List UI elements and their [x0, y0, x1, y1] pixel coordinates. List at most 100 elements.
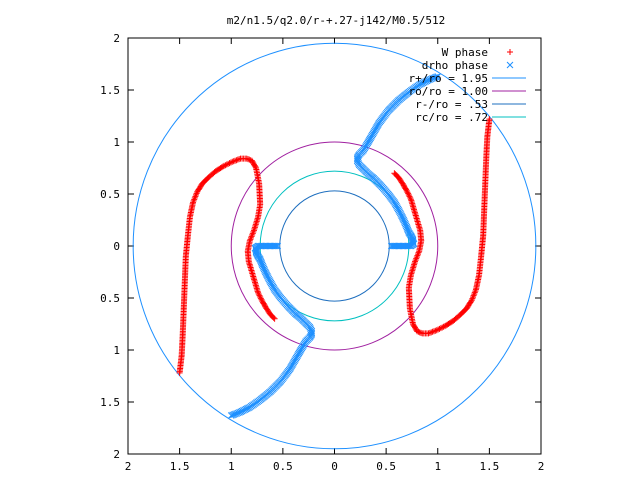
x-tick-label: 0.5 [273, 460, 293, 473]
w-phase-point [433, 327, 440, 334]
w-phase-point [191, 194, 198, 201]
w-phase-point [436, 325, 443, 332]
w-phase-point [419, 330, 426, 337]
w-phase-point [193, 190, 200, 197]
drho-phase-point [387, 242, 395, 250]
w-phase-point [225, 160, 232, 167]
w-phase-point [412, 258, 419, 265]
w-phase-point [249, 231, 256, 238]
w-phase-point [243, 155, 250, 162]
drho-phase-point [271, 242, 279, 250]
w-phase-point [255, 289, 262, 296]
w-phase-point [233, 157, 240, 164]
w-phase-point [413, 254, 420, 261]
x-tick-label: 0 [331, 460, 338, 473]
w-phase-point [430, 328, 437, 335]
y-tick-label: 0.5 [100, 292, 120, 305]
w-phase-point [236, 156, 243, 163]
circle-r+ [132, 42, 537, 450]
legend-label: W phase [442, 46, 488, 59]
x-tick-label: 2 [538, 460, 545, 473]
w-phase-point [405, 192, 412, 199]
x-tick-label: 0.5 [376, 460, 396, 473]
w-phase-point [246, 156, 253, 163]
w-phase-point [226, 160, 233, 167]
w-phase-point [232, 157, 239, 164]
circle-r- [279, 190, 390, 302]
w-phase-point [392, 171, 399, 178]
w-phase-point [472, 288, 479, 295]
x-tick-label: 1 [228, 460, 235, 473]
x-tick-label: 1 [434, 460, 441, 473]
x-tick-label: 1.5 [479, 460, 499, 473]
w-phase-point [412, 257, 419, 264]
w-phase-point [440, 323, 447, 330]
legend-cross-marker [506, 61, 514, 69]
legend-label: drho phase [422, 59, 488, 72]
w-phase-point [219, 163, 226, 170]
w-phase-point [250, 227, 257, 234]
w-phase-point [414, 252, 421, 259]
y-tick-label: 2 [113, 32, 120, 45]
w-phase-point [229, 158, 236, 165]
w-phase-point [250, 228, 257, 235]
legend-label: ro/ro = 1.00 [409, 85, 488, 98]
w-phase-point [441, 323, 448, 330]
w-phase-point [192, 191, 199, 198]
y-tick-label: 2 [113, 448, 120, 461]
w-phase-point [405, 190, 412, 197]
drho-phase-point [390, 242, 398, 250]
w-phase-point [258, 296, 265, 303]
y-tick-label: 1.5 [100, 84, 120, 97]
w-phase-point [443, 322, 450, 329]
w-phase-point [407, 196, 414, 203]
chart-title: m2/n1.5/q2.0/r-+.27-j142/M0.5/512 [227, 14, 446, 27]
w-phase-point [437, 325, 444, 332]
w-phase-point [470, 292, 477, 299]
w-phase-point [469, 295, 476, 302]
w-phase-point [428, 329, 435, 336]
w-phase-point [270, 314, 277, 321]
legend-label: rc/ro = .72 [415, 111, 488, 124]
w-phase-point [414, 251, 421, 258]
w-phase-point [435, 326, 442, 333]
w-phase-point [222, 162, 229, 169]
w-phase-point [257, 295, 264, 302]
w-phase-point [245, 156, 252, 163]
w-phase-point [391, 170, 398, 177]
w-phase-point [190, 199, 197, 206]
w-phase-point [190, 197, 197, 204]
y-tick-label: 0 [113, 240, 120, 253]
w-phase-point [252, 163, 259, 170]
w-phase-point [471, 291, 478, 298]
w-phase-point [227, 159, 234, 166]
w-phase-point [192, 193, 199, 200]
w-phase-point [426, 329, 433, 336]
y-tick-label: 1 [113, 136, 120, 149]
w-phase-point [413, 255, 420, 262]
legend-label: r+/ro = 1.95 [409, 72, 488, 85]
w-phase-point [410, 322, 417, 329]
y-tick-label: 0.5 [100, 188, 120, 201]
w-phase-point [406, 193, 413, 200]
w-phase-point [249, 230, 256, 237]
w-phase-point [248, 233, 255, 240]
w-phase-point [471, 289, 478, 296]
w-phase-point [255, 291, 262, 298]
w-phase-point [247, 236, 254, 243]
w-phase-point [257, 293, 264, 300]
circle-ro [230, 141, 439, 351]
drho-phase-point [389, 242, 396, 250]
w-phase-point [221, 162, 228, 169]
y-tick-label: 1 [113, 344, 120, 357]
x-tick-label: 2 [125, 460, 132, 473]
legend-plus-marker [507, 49, 513, 55]
w-phase-point [223, 161, 230, 168]
w-phase-point [271, 315, 278, 322]
w-phase-point [234, 156, 241, 163]
w-phase-point [472, 286, 479, 293]
w-phase-point [470, 294, 477, 301]
y-tick-label: 1.5 [100, 396, 120, 409]
w-phase-point [256, 292, 263, 299]
x-tick-label: 1.5 [170, 460, 190, 473]
